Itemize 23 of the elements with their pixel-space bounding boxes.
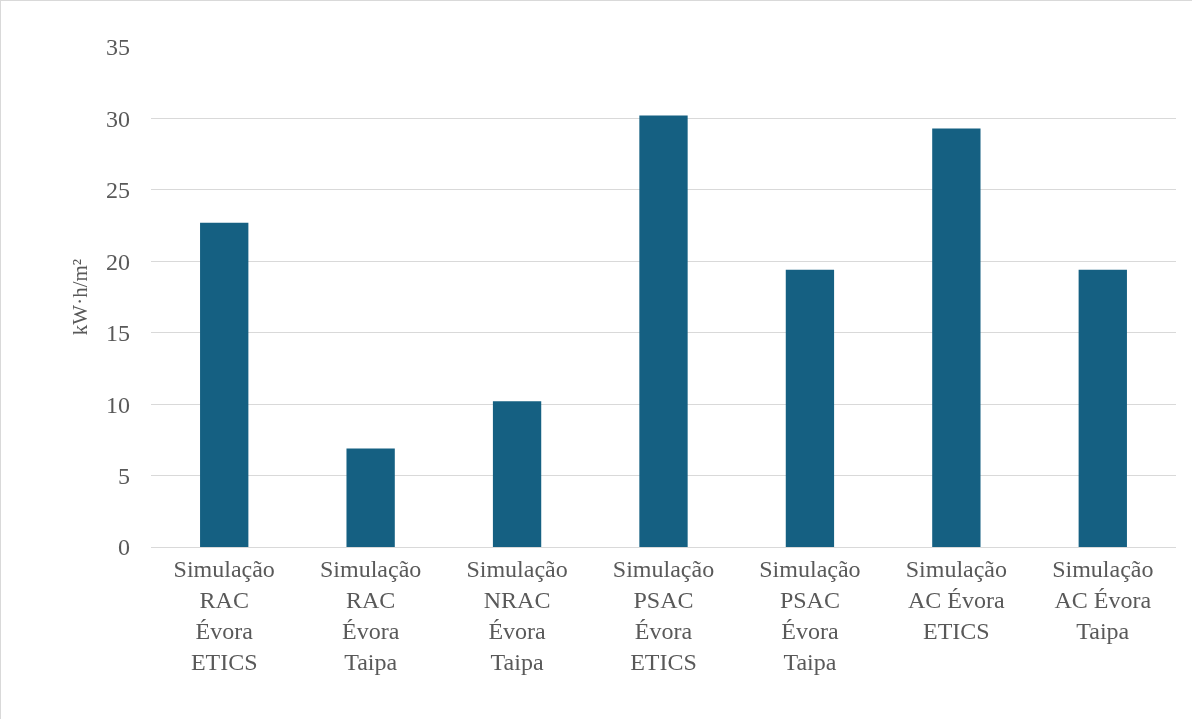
y-tick-label: 35 xyxy=(106,34,130,61)
bar xyxy=(492,401,542,547)
bar xyxy=(346,448,395,547)
x-tick-label: Simulação PSAC Évora ETICS xyxy=(612,555,715,676)
bar xyxy=(200,222,249,547)
y-tick-label: 5 xyxy=(118,462,130,489)
x-tick-label: Simulação RAC Évora ETICS xyxy=(173,555,275,676)
y-tick-label: 0 xyxy=(118,534,130,561)
y-tick-label: 20 xyxy=(106,248,130,275)
bar xyxy=(639,115,688,547)
bar xyxy=(1078,269,1127,547)
x-tick-label: Simulação NRAC Évora Taipa xyxy=(466,555,568,676)
x-tick-label: Simulação AC Évora Taipa xyxy=(1052,555,1154,645)
y-tick-label: 25 xyxy=(106,177,130,204)
x-tick-label: Simulação AC Évora ETICS xyxy=(905,555,1008,645)
bar xyxy=(785,269,835,547)
bar xyxy=(932,128,981,547)
y-tick-label: 30 xyxy=(106,105,130,132)
y-tick-label: 15 xyxy=(106,320,130,347)
y-axis-title: kW·h/m² xyxy=(68,258,93,336)
x-tick-label: Simulação RAC Évora Taipa xyxy=(319,555,422,676)
y-tick-label: 10 xyxy=(106,391,130,418)
x-tick-label: Simulação PSAC Évora Taipa xyxy=(759,555,861,676)
